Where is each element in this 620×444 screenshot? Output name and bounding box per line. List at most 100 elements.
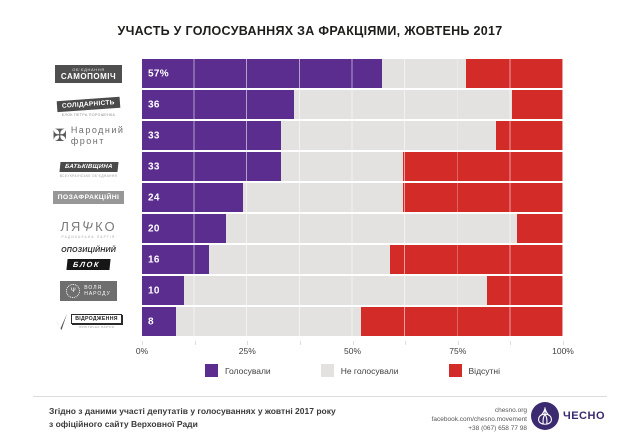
bar-segment-absent [390, 245, 563, 274]
bar-segment-absent [403, 152, 563, 181]
x-axis-tick-mark [142, 341, 143, 345]
bar-segment-not-voted [209, 245, 391, 274]
faction-logo-narodnyi-front: ✠ Народний фронт [38, 121, 142, 150]
bar-segment-not-voted [243, 183, 403, 212]
x-axis-tick-mark [563, 341, 564, 345]
footer: Згідно з даними участі депутатів у голос… [33, 396, 607, 444]
logo-text-line2: БЛОК [66, 259, 111, 270]
bar-value-label: 10 [148, 285, 160, 296]
brand-name: ЧЕСНО [562, 410, 605, 422]
x-axis-tick-mark [352, 341, 354, 345]
bar-liashko: 20 [142, 214, 563, 243]
bar-segment-not-voted [293, 90, 513, 119]
page-title: УЧАСТЬ У ГОЛОСУВАННЯХ ЗА ФРАКЦІЯМИ, ЖОВТ… [117, 24, 503, 38]
logo-text-line2: фронт [70, 135, 105, 146]
bar-opozytsiinyi-blok: 16 [142, 245, 563, 274]
stacked-bar-chart: ОБ’ЄДНАННЯ САМОПОМІЧ 57% СОЛІДАРНІСТЬ БЛ… [38, 59, 563, 338]
bar-segment-absent [495, 121, 563, 150]
bar-value-label: 20 [148, 223, 160, 234]
faction-logo-solidarnist: СОЛІДАРНІСТЬ БЛОК ПЕТРА ПОРОШЕНКА [38, 90, 142, 119]
garlic-icon [530, 402, 559, 430]
chesno-logo: ЧЕСНО [530, 402, 605, 430]
faction-row-narodnyi-front: ✠ Народний фронт 33 [38, 121, 563, 150]
maltese-cross-icon: ✠ [52, 126, 67, 145]
source-note: Згідно з даними участі депутатів у голос… [49, 405, 336, 431]
legend-label: Відсутні [468, 365, 501, 376]
faction-logo-vidrodzhennia: ВІДРОДЖЕННЯ ПОЛІТИЧНА ПАРТІЯ [38, 307, 142, 336]
faction-row-volia-narodu: Ψ ВОЛЯ НАРОДУ 10 [38, 276, 563, 305]
checkmark-v-icon [56, 313, 68, 330]
contact-block: chesno.org facebook.com/chesno.movement … [432, 406, 527, 433]
bar-segment-absent [466, 59, 563, 88]
bar-segment-voted [142, 152, 281, 181]
x-axis-tick-label: 75% [449, 346, 467, 356]
faction-logo-batkivshchyna: БАТЬКІВЩИНА ВСЕУКРАЇНСЬКЕ ОБ’ЄДНАННЯ [38, 152, 142, 181]
logo-text-main: ПОЗАФРАКЦІЙНІ [52, 191, 125, 204]
bar-value-label: 16 [148, 254, 160, 265]
legend-swatch-voted [204, 364, 218, 377]
x-axis-tick-mark [194, 341, 196, 345]
bar-segment-voted [142, 90, 294, 119]
bar-segment-absent [512, 90, 563, 119]
bar-value-label: 57% [148, 68, 169, 79]
legend-label: Не голосували [340, 365, 399, 376]
bar-value-label: 33 [148, 161, 160, 172]
x-axis-tick-mark [299, 341, 301, 345]
faction-row-batkivshchyna: БАТЬКІВЩИНА ВСЕУКРАЇНСЬКЕ ОБ’ЄДНАННЯ 33 [38, 152, 563, 181]
logo-text-main: СОЛІДАРНІСТЬ [56, 96, 121, 112]
faction-row-pozafraktsiini: ПОЗАФРАКЦІЙНІ 24 [38, 183, 563, 212]
bar-segment-not-voted [226, 214, 517, 243]
bar-solidarnist: 36 [142, 90, 563, 119]
chart-legend: Голосували Не голосували Відсутні [142, 364, 563, 377]
legend-item-absent: Відсутні [448, 364, 501, 377]
logo-text-main: ВІДРОДЖЕННЯ [71, 314, 122, 324]
legend-label: Голосували [224, 365, 271, 376]
bar-segment-not-voted [280, 152, 403, 181]
bar-segment-voted [142, 121, 281, 150]
logo-text-small: РАДИКАЛЬНА ПАРТІЯ [61, 234, 116, 239]
bar-segment-not-voted [184, 276, 488, 305]
bar-value-label: 36 [148, 99, 160, 110]
logo-text-small: БЛОК ПЕТРА ПОРОШЕНКА [61, 112, 116, 117]
logo-text-main: САМОПОМІЧ [60, 71, 117, 81]
x-axis-tick-mark [457, 341, 459, 345]
x-axis-tick-label: 0% [135, 346, 149, 356]
faction-row-vidrodzhennia: ВІДРОДЖЕННЯ ПОЛІТИЧНА ПАРТІЯ 8 [38, 307, 563, 336]
logo-text-left: ЛЯ [60, 218, 83, 234]
phone-text: +38 (067) 658 77 98 [468, 425, 527, 432]
x-axis: 0% 25% 50% 75% 100% [136, 341, 574, 359]
tryzub-emblem-icon: Ψ [66, 283, 81, 298]
logo-text-small: ПОЛІТИЧНА ПАРТІЯ [78, 325, 115, 329]
bar-value-label: 8 [148, 316, 154, 327]
bar-value-label: 33 [148, 130, 160, 141]
legend-swatch-absent [448, 364, 462, 377]
x-axis-tick-mark [247, 341, 249, 345]
faction-logo-liashko: ЛЯ Ψ КО РАДИКАЛЬНА ПАРТІЯ [38, 214, 142, 243]
bar-segment-not-voted [175, 307, 361, 336]
bar-samopomich: 57% [142, 59, 563, 88]
source-note-line2: з офіційного сайту Верховної Ради [49, 419, 198, 429]
logo-text-line1: ВОЛЯ [84, 284, 103, 291]
faction-logo-volia-narodu: Ψ ВОЛЯ НАРОДУ [38, 276, 142, 305]
x-axis-tick-label: 50% [343, 346, 362, 356]
x-axis-tick-mark [510, 341, 512, 345]
bar-segment-absent [487, 276, 563, 305]
x-axis-tick-label: 25% [238, 346, 256, 356]
bar-volia-narodu: 10 [142, 276, 563, 305]
bar-pozafraktsiini: 24 [142, 183, 563, 212]
bar-value-label: 24 [148, 192, 160, 203]
logo-text-right: КО [95, 218, 117, 234]
logo-text-small: ОБ’ЄДНАННЯ [72, 66, 105, 72]
faction-row-liashko: ЛЯ Ψ КО РАДИКАЛЬНА ПАРТІЯ 20 [38, 214, 563, 243]
website-text: chesno.org [494, 407, 527, 414]
faction-logo-pozafraktsiini: ПОЗАФРАКЦІЙНІ [38, 183, 142, 212]
logo-text-main: БАТЬКІВЩИНА [59, 162, 118, 172]
faction-logo-opozytsiinyi-blok: ОПОЗИЦІЙНИЙ БЛОК [38, 245, 142, 274]
logo-text-line1: Народний [70, 125, 125, 135]
x-axis-tick-mark [405, 341, 407, 345]
logo-text-line2: НАРОДУ [84, 290, 111, 297]
faction-logo-samopomich: ОБ’ЄДНАННЯ САМОПОМІЧ [38, 59, 142, 88]
legend-item-not-voted: Не голосували [320, 364, 399, 377]
facebook-text: facebook.com/chesno.movement [431, 416, 527, 423]
logo-text-line1: ОПОЗИЦІЙНИЙ [61, 247, 116, 254]
